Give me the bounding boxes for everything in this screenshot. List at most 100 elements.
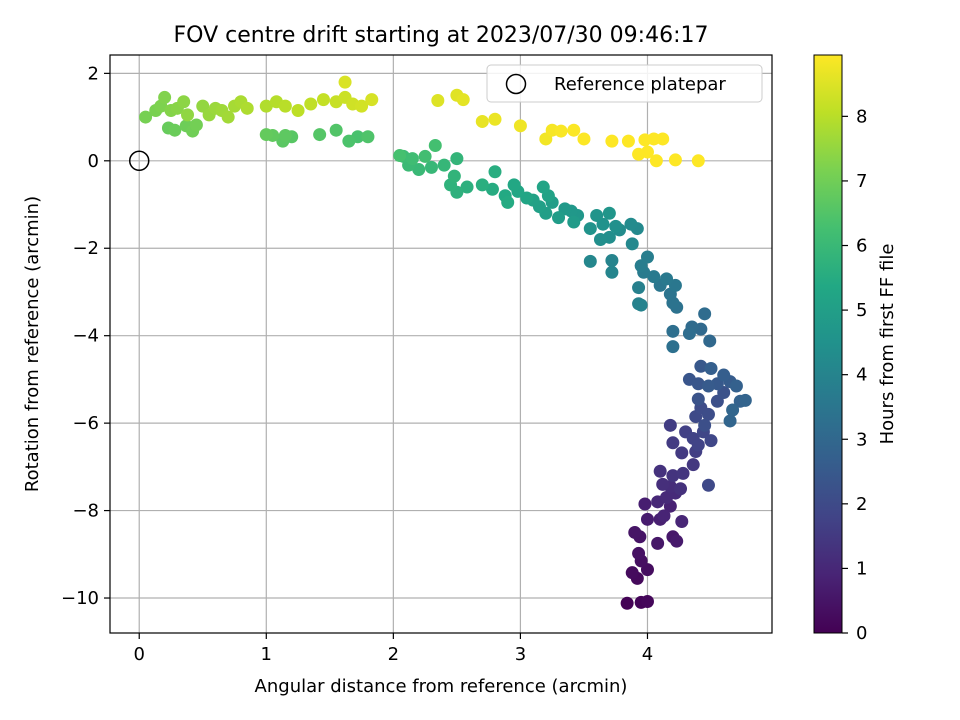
data-point <box>313 128 327 142</box>
colorbar-tick-label: 1 <box>856 558 867 579</box>
data-point <box>507 178 521 192</box>
data-point <box>663 418 677 432</box>
data-point <box>456 93 470 107</box>
data-point <box>181 108 195 122</box>
data-point <box>676 466 690 480</box>
data-point <box>701 478 715 492</box>
data-point <box>703 334 717 348</box>
data-point <box>609 219 623 233</box>
axes-frame <box>109 54 773 634</box>
data-point <box>605 134 619 148</box>
data-point <box>638 497 652 511</box>
legend-marker-open-circle <box>505 73 527 95</box>
colorbar-tick-label: 7 <box>856 171 867 192</box>
data-point <box>593 233 607 247</box>
data-point <box>691 377 705 391</box>
data-point <box>666 324 680 338</box>
data-point <box>640 250 654 264</box>
data-point <box>647 270 661 284</box>
data-point <box>634 298 648 312</box>
x-tick-label: 1 <box>261 644 272 665</box>
data-point <box>694 359 708 373</box>
data-point <box>632 546 646 560</box>
colorbar-ticks: 0 1 2 3 4 5 6 7 8 <box>842 106 867 644</box>
data-point <box>177 95 191 109</box>
data-point <box>278 128 292 142</box>
data-point <box>412 163 426 177</box>
data-point <box>329 123 343 137</box>
data-point <box>485 182 499 196</box>
data-point <box>316 93 330 107</box>
y-tick-label: 0 <box>88 151 99 172</box>
data-point <box>668 278 682 292</box>
data-point <box>632 147 646 161</box>
data-point <box>640 595 654 609</box>
data-point <box>424 160 438 174</box>
data-point <box>691 392 705 406</box>
data-point <box>602 206 616 220</box>
x-axis-label: Angular distance from reference (arcmin) <box>255 676 628 697</box>
data-point <box>632 281 646 295</box>
reference-marker <box>128 150 150 172</box>
data-point <box>682 327 696 341</box>
x-tick-label: 4 <box>642 644 653 665</box>
data-point <box>418 149 432 163</box>
data-point <box>657 509 671 523</box>
data-point <box>437 158 451 172</box>
data-point <box>240 101 254 115</box>
data-point <box>259 128 273 142</box>
data-point <box>447 169 461 183</box>
data-point <box>291 104 305 118</box>
data-point <box>670 534 684 548</box>
data-point <box>393 149 407 163</box>
data-point <box>691 438 705 452</box>
data-point <box>577 132 591 146</box>
data-point <box>666 340 680 354</box>
y-axis-label: Rotation from reference (arcmin) <box>22 196 43 492</box>
data-point <box>338 75 352 89</box>
data-point <box>628 525 642 539</box>
data-point <box>625 566 639 580</box>
data-point <box>675 446 689 460</box>
data-point <box>189 118 203 132</box>
data-point <box>365 93 379 107</box>
legend-box <box>486 64 763 103</box>
data-point <box>450 152 464 166</box>
data-point <box>704 361 718 375</box>
y-tick-label: −10 <box>61 588 99 609</box>
colorbar <box>813 54 843 634</box>
colorbar-tick-label: 3 <box>856 429 867 450</box>
data-point <box>567 215 581 229</box>
data-point <box>647 132 661 146</box>
data-point <box>656 132 670 146</box>
chart-title: FOV centre drift starting at 2023/07/30 … <box>174 23 709 48</box>
data-point <box>674 482 688 496</box>
colorbar-tick-label: 2 <box>856 494 867 515</box>
data-point <box>583 254 597 268</box>
data-point <box>704 434 718 448</box>
x-tick-label: 2 <box>388 644 399 665</box>
data-point <box>304 97 318 111</box>
data-point <box>259 99 273 113</box>
colorbar-label: Hours from first FF file <box>877 244 898 445</box>
data-point <box>605 253 619 267</box>
data-point <box>701 407 715 421</box>
data-point <box>168 123 182 137</box>
data-point <box>501 195 515 209</box>
data-point <box>590 208 604 222</box>
data-point <box>488 112 502 126</box>
data-point <box>552 211 566 225</box>
data-point <box>729 379 743 393</box>
colorbar-tick-label: 8 <box>856 106 867 127</box>
data-point <box>653 464 667 478</box>
data-point <box>488 165 502 179</box>
data-point <box>738 393 752 407</box>
grid-layer <box>110 55 772 633</box>
data-point <box>686 458 700 472</box>
colorbar-tick-label: 0 <box>856 623 867 644</box>
data-point <box>701 379 715 393</box>
data-point <box>620 596 634 610</box>
y-tick-label: 2 <box>88 63 99 84</box>
